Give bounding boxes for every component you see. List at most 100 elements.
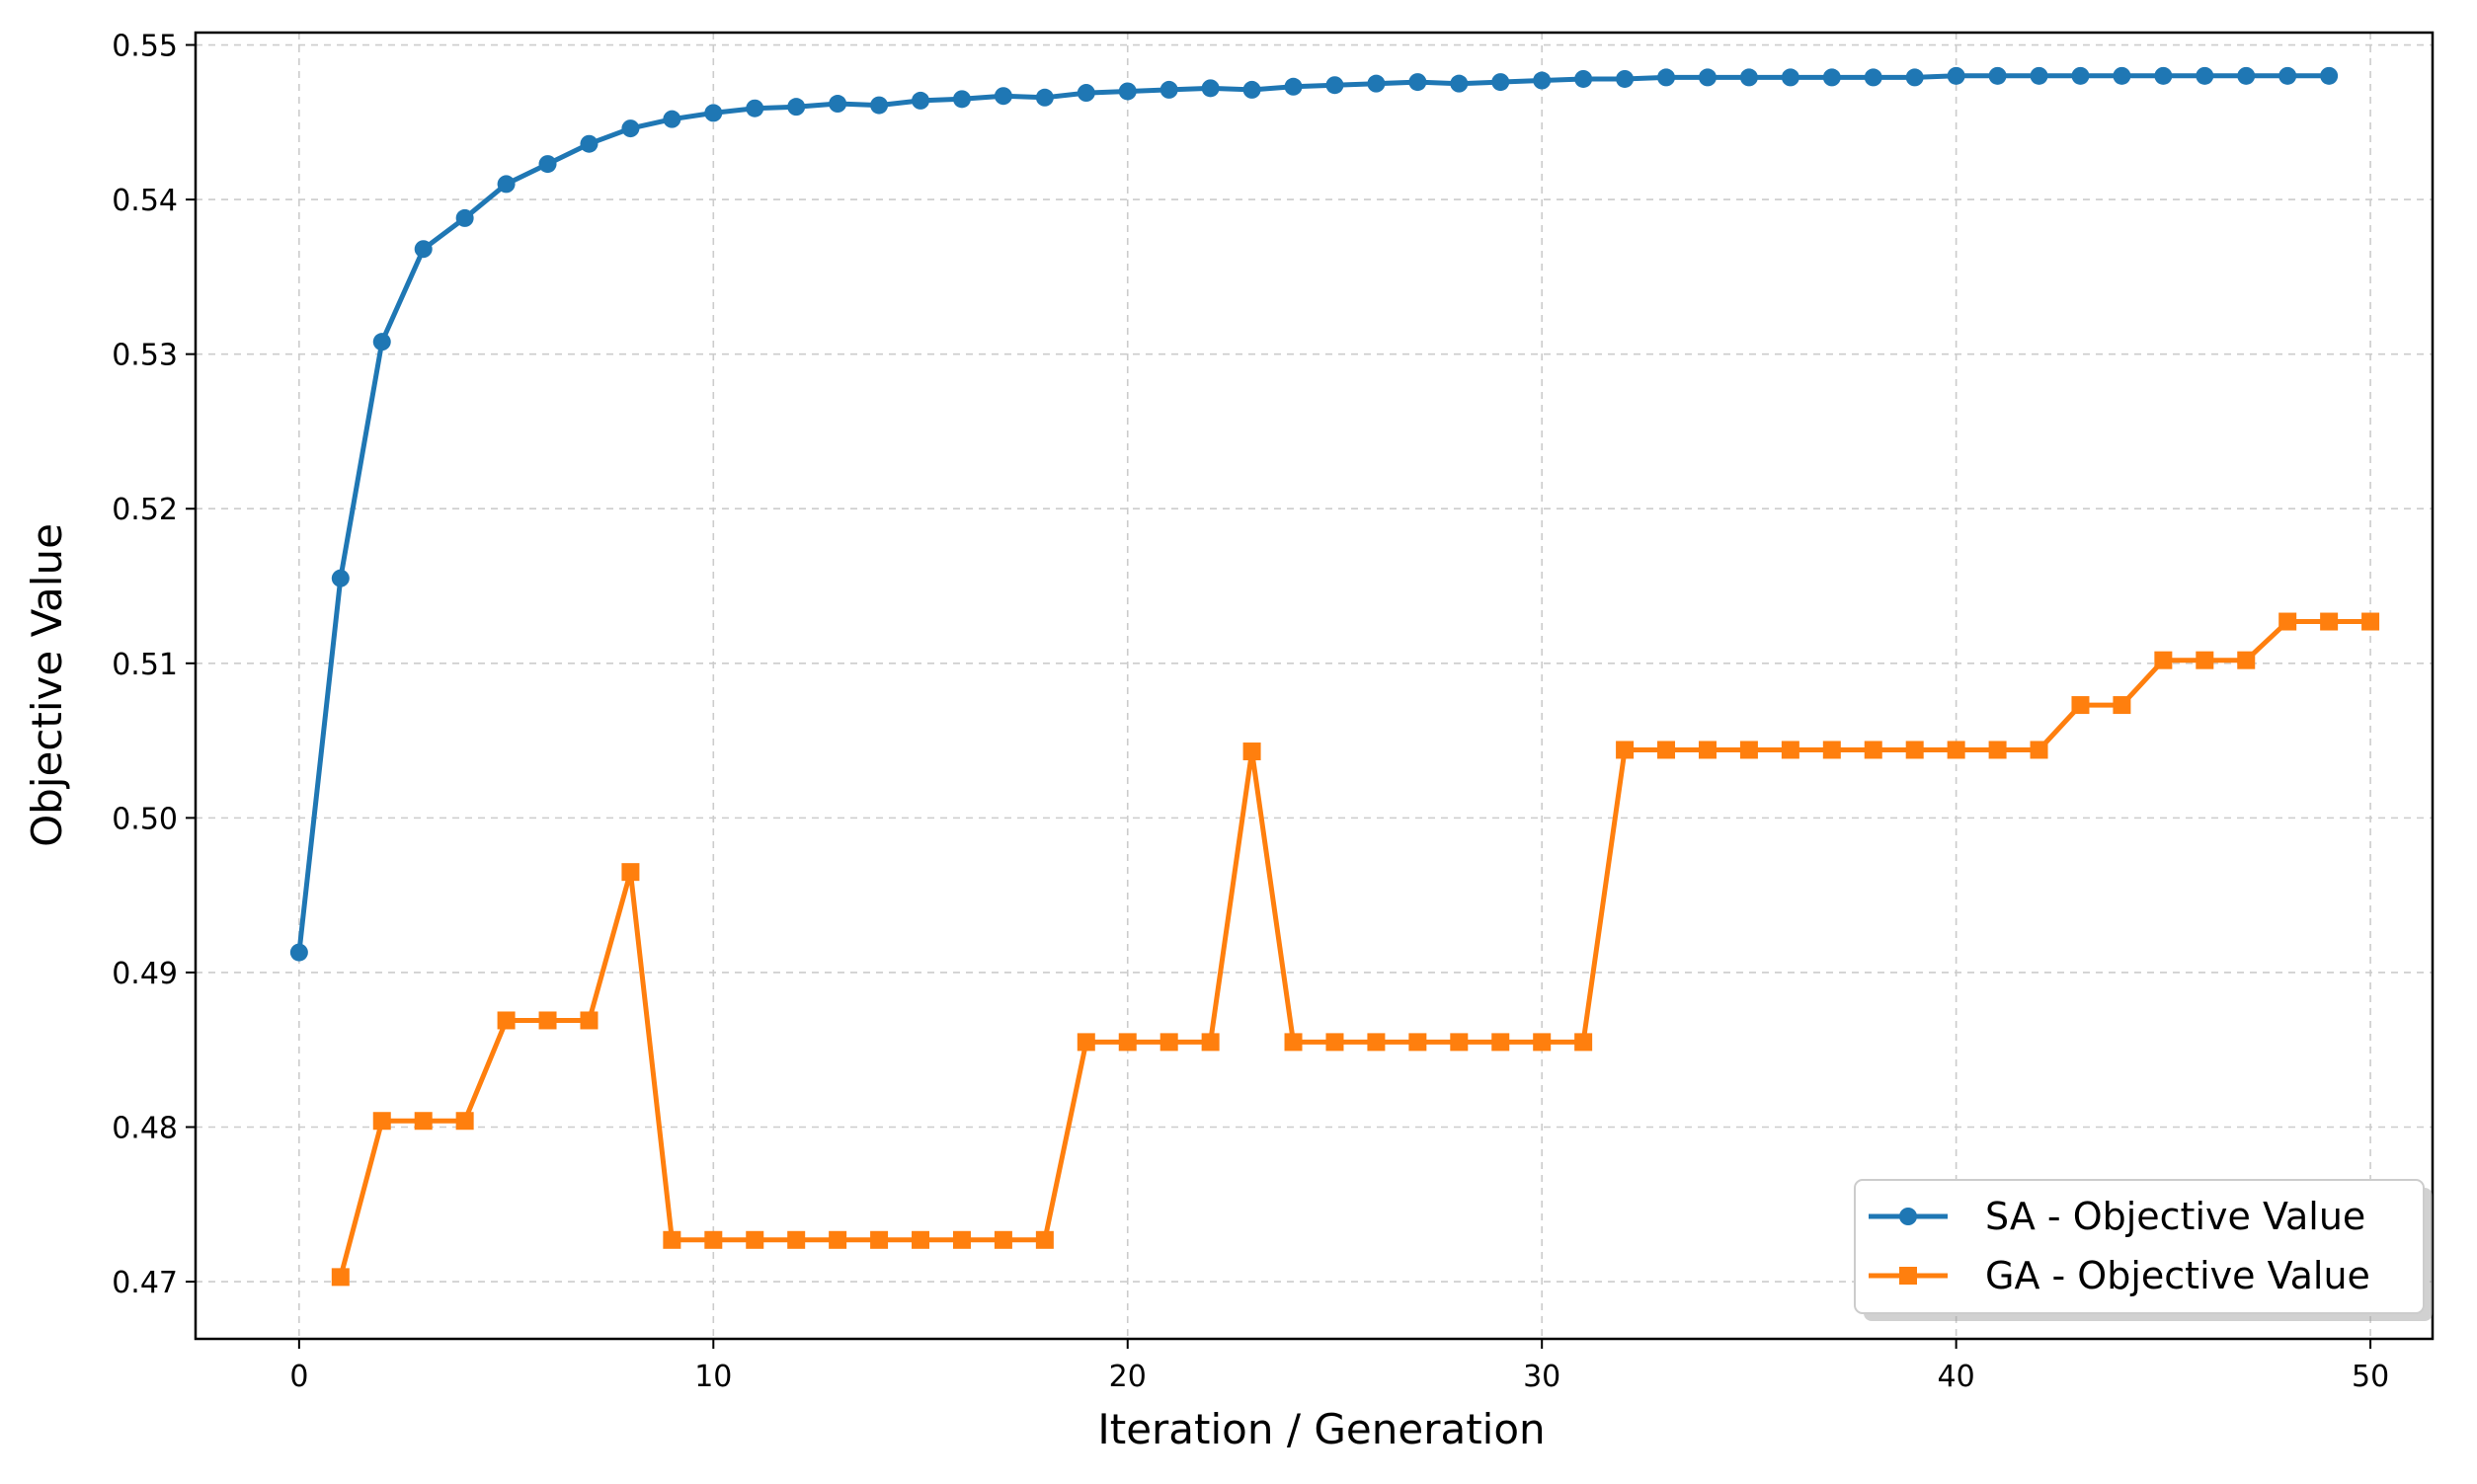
x-tick-label: 20 [1109, 1360, 1147, 1394]
y-tick-label: 0.50 [112, 802, 178, 836]
sa-point [1491, 73, 1510, 92]
ga-point [1822, 741, 1841, 759]
y-tick-label: 0.51 [112, 648, 178, 682]
sa-point [289, 943, 308, 962]
sa-point [414, 240, 433, 259]
ga-point [829, 1230, 847, 1249]
sa-point [1657, 68, 1676, 87]
y-tick-label: 0.49 [112, 957, 178, 991]
ga-point [1408, 1033, 1427, 1052]
ga-point [331, 1268, 350, 1287]
ga-point [1077, 1033, 1095, 1052]
ga-point [1201, 1033, 1220, 1052]
ga-point [1905, 741, 1924, 759]
ga-point [2071, 696, 2090, 715]
sa-point [1284, 77, 1303, 96]
ga-point [538, 1011, 557, 1030]
ga-point [2030, 741, 2048, 759]
ga-point [1491, 1033, 1510, 1052]
ga-point [1616, 741, 1635, 759]
ga-point [1947, 741, 1965, 759]
y-tick-label: 0.47 [112, 1266, 178, 1300]
sa-point [1242, 80, 1261, 99]
sa-point [1118, 82, 1137, 101]
sa-point [1616, 69, 1635, 88]
sa-point [1035, 88, 1054, 107]
legend-ga-marker [1899, 1267, 1917, 1285]
x-tick-label: 50 [2352, 1360, 2389, 1394]
sa-point [704, 104, 723, 122]
sa-point [2113, 66, 2131, 85]
sa-point [2196, 66, 2214, 85]
ga-point [1864, 741, 1882, 759]
sa-point [912, 91, 930, 110]
ga-point [497, 1011, 516, 1030]
x-axis-label: Iteration / Generation [1097, 1405, 1545, 1453]
y-tick-label: 0.52 [112, 493, 178, 527]
ga-point [2237, 651, 2256, 669]
sa-point [331, 569, 350, 587]
ga-point [2196, 651, 2214, 669]
ga-point [2154, 651, 2173, 669]
y-tick-label: 0.54 [112, 184, 178, 218]
ga-point [372, 1112, 391, 1131]
ga-point [2361, 612, 2380, 631]
sa-point [1159, 80, 1178, 99]
sa-point [1450, 74, 1469, 93]
sa-point [952, 90, 971, 109]
ga-point [994, 1230, 1012, 1249]
legend-ga-label: GA - Objective Value [1985, 1254, 2370, 1297]
sa-point [1905, 68, 1924, 87]
sa-point [372, 333, 391, 351]
legend-sa-marker [1899, 1208, 1917, 1225]
sa-point [580, 134, 599, 153]
ga-point [1739, 741, 1758, 759]
sa-point [621, 119, 640, 138]
legend-sa-label: SA - Objective Value [1985, 1195, 2365, 1238]
ga-point [1450, 1033, 1469, 1052]
ga-point [1367, 1033, 1386, 1052]
sa-point [1201, 79, 1220, 98]
sa-point [2320, 66, 2339, 85]
sa-point [1988, 66, 2007, 85]
sa-point [1822, 68, 1841, 87]
sa-point [2278, 66, 2297, 85]
sa-point [1325, 76, 1344, 95]
ga-point [1035, 1230, 1054, 1249]
sa-point [1367, 74, 1386, 93]
ga-point [1284, 1033, 1303, 1052]
sa-point [2154, 66, 2173, 85]
ga-point [2320, 612, 2339, 631]
ga-point [787, 1230, 806, 1249]
x-tick-label: 40 [1938, 1360, 1975, 1394]
sa-point [2030, 66, 2048, 85]
ga-point [1781, 741, 1799, 759]
ga-point [580, 1011, 599, 1030]
sa-point [1947, 66, 1965, 85]
ga-point [746, 1230, 764, 1249]
sa-point [746, 99, 764, 117]
ga-point [1325, 1033, 1344, 1052]
ga-point [455, 1112, 474, 1131]
sa-point [1781, 68, 1799, 87]
sa-point [538, 155, 557, 174]
x-tick-label: 30 [1523, 1360, 1560, 1394]
x-tick-label: 0 [289, 1360, 308, 1394]
axis-ticks: 0 10 20 30 40 50 0.47 0.48 0.49 0.50 0.51 0.52 0.53 0… [112, 30, 2389, 1394]
legend: SA - Objective Value GA - Objective Valu… [1854, 1179, 2433, 1321]
ga-point [2113, 696, 2131, 715]
ga-point [414, 1112, 433, 1131]
sa-point [1077, 84, 1095, 103]
ga-point [1698, 741, 1717, 759]
sa-point [870, 96, 889, 115]
ga-point [1574, 1033, 1593, 1052]
sa-point [2237, 66, 2256, 85]
ga-point [912, 1230, 930, 1249]
sa-point [1408, 73, 1427, 92]
sa-point [1698, 68, 1717, 87]
y-axis-label: Objective Value [23, 523, 71, 847]
sa-point [1739, 68, 1758, 87]
legend-box [1854, 1179, 2425, 1314]
ga-point [2278, 612, 2297, 631]
